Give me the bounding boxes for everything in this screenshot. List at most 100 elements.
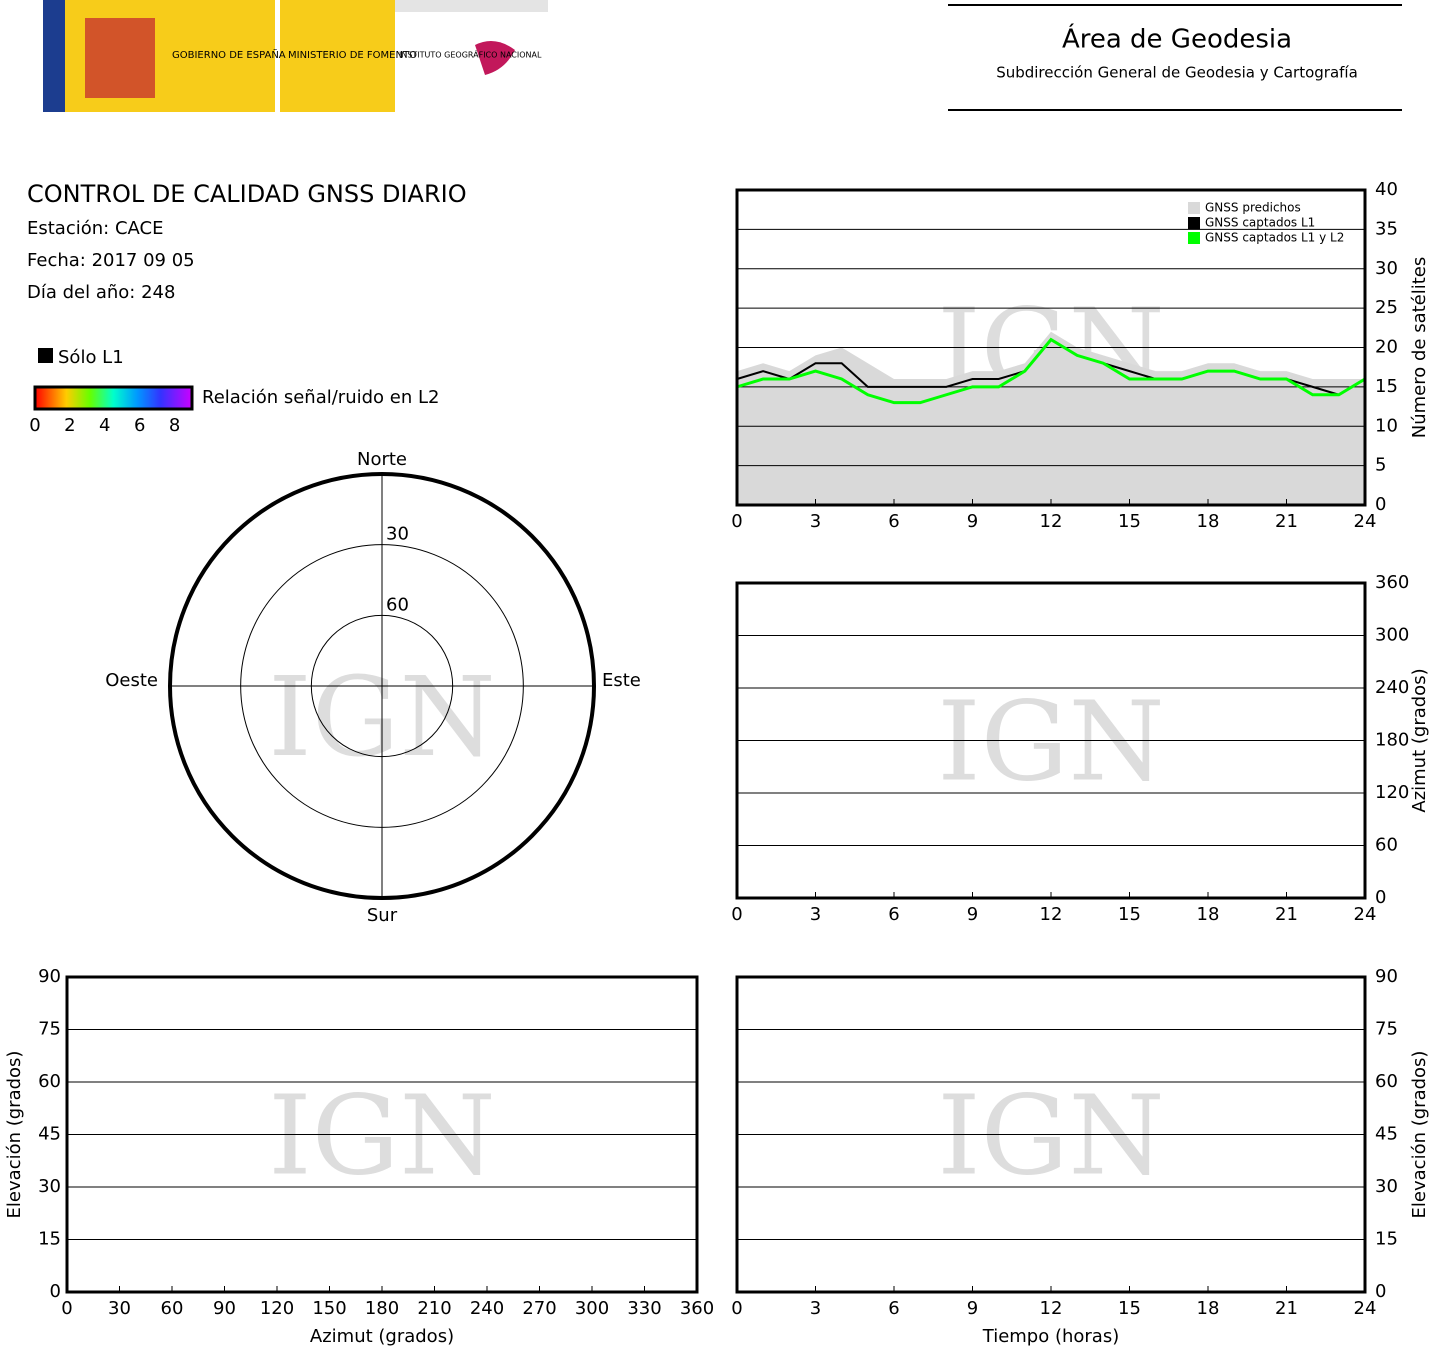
legend-swatch	[1188, 217, 1200, 229]
x-tick-label: 15	[1118, 511, 1141, 532]
x-tick-label: 12	[1040, 1298, 1063, 1319]
x-tick-label: 360	[680, 1298, 714, 1319]
x-tick-label: 0	[61, 1298, 72, 1319]
y-tick-label: 0	[1375, 1281, 1386, 1302]
report-title: CONTROL DE CALIDAD GNSS DIARIO	[27, 180, 467, 208]
colorbar-tick-label: 4	[99, 415, 110, 436]
y-tick-label: 75	[1375, 1019, 1398, 1040]
x-tick-label: 90	[213, 1298, 236, 1319]
y-tick-label: 45	[1375, 1124, 1398, 1145]
x-axis-label: Azimut (grados)	[310, 1326, 454, 1347]
legend-label: GNSS captados L1 y L2	[1205, 231, 1344, 245]
y-tick-label: 120	[1375, 782, 1409, 803]
x-tick-label: 18	[1197, 1298, 1220, 1319]
x-tick-label: 6	[888, 511, 899, 532]
x-tick-label: 15	[1118, 904, 1141, 925]
x-tick-label: 15	[1118, 1298, 1141, 1319]
y-tick-label: 30	[1375, 1176, 1398, 1197]
direction-label: Sur	[367, 905, 398, 926]
y-tick-label: 240	[1375, 677, 1409, 698]
colorbar-tick-label: 6	[134, 415, 145, 436]
direction-label: Oeste	[105, 670, 158, 691]
info: Estación: CACE	[27, 218, 163, 239]
x-tick-label: 270	[522, 1298, 556, 1319]
x-tick-label: 240	[470, 1298, 504, 1319]
ring-label: 30	[386, 524, 409, 545]
y-tick-label: 0	[1375, 887, 1386, 908]
x-tick-label: 3	[810, 1298, 821, 1319]
colorbar-tick-label: 8	[169, 415, 180, 436]
y-tick-label: 0	[1375, 494, 1386, 515]
y-axis-label: Azimut (grados)	[1409, 668, 1430, 812]
y-tick-label: 75	[38, 1019, 61, 1040]
x-tick-label: 21	[1275, 511, 1298, 532]
y-tick-label: 5	[1375, 455, 1386, 476]
x-tick-label: 3	[810, 511, 821, 532]
x-tick-label: 0	[731, 904, 742, 925]
org-text: MINISTERIO DE FOMENTO	[288, 50, 417, 61]
x-tick-label: 9	[967, 511, 978, 532]
l1-swatch	[38, 348, 53, 363]
y-tick-label: 60	[1375, 835, 1398, 856]
y-tick-label: 15	[1375, 1229, 1398, 1250]
org-text: GOBIERNO DE ESPAÑA	[172, 48, 286, 61]
frame	[65, 975, 699, 1294]
series-line	[736, 337, 1366, 405]
y-tick-label: 25	[1375, 297, 1398, 318]
y-tick-label: 10	[1375, 415, 1398, 436]
ring-label: 60	[386, 594, 409, 615]
x-tick-label: 12	[1040, 511, 1063, 532]
x-tick-label: 24	[1354, 511, 1377, 532]
x-tick-label: 150	[312, 1298, 346, 1319]
x-tick-label: 24	[1354, 1298, 1377, 1319]
x-tick-label: 12	[1040, 904, 1063, 925]
direction-label: Norte	[357, 449, 407, 470]
y-tick-label: 0	[50, 1281, 61, 1302]
y-tick-label: 60	[1375, 1071, 1398, 1092]
colorbar-tick-label: 0	[29, 415, 40, 436]
y-axis-label: Elevación (grados)	[1409, 1051, 1430, 1219]
y-tick-label: 90	[1375, 966, 1398, 987]
legend-swatch	[1188, 202, 1200, 214]
org-text: INSTITUTO GEOGRÁFICO NACIONAL	[399, 49, 542, 60]
frame	[735, 975, 1367, 1294]
x-tick-label: 210	[417, 1298, 451, 1319]
y-tick-label: 90	[38, 966, 61, 987]
frame	[735, 581, 1367, 900]
x-tick-label: 0	[731, 511, 742, 532]
frame	[168, 472, 596, 900]
x-tick-label: 24	[1354, 904, 1377, 925]
x-tick-label: 9	[967, 904, 978, 925]
logo	[43, 0, 548, 112]
x-tick-label: 120	[260, 1298, 294, 1319]
y-tick-label: 60	[38, 1071, 61, 1092]
x-tick-label: 21	[1275, 904, 1298, 925]
watermark: IGN	[937, 1071, 1165, 1199]
colorbar	[33, 385, 194, 411]
y-tick-label: 180	[1375, 730, 1409, 751]
direction-label: Este	[602, 670, 641, 691]
info: Día del año: 248	[27, 282, 175, 303]
x-tick-label: 6	[888, 1298, 899, 1319]
y-tick-label: 300	[1375, 625, 1409, 646]
x-tick-label: 60	[161, 1298, 184, 1319]
x-tick-label: 21	[1275, 1298, 1298, 1319]
y-tick-label: 20	[1375, 337, 1398, 358]
header-title: Área de Geodesia	[1062, 23, 1292, 55]
x-tick-label: 18	[1197, 904, 1220, 925]
legend-swatch	[1188, 232, 1200, 244]
x-tick-label: 3	[810, 904, 821, 925]
x-tick-label: 18	[1197, 511, 1220, 532]
y-tick-label: 30	[38, 1176, 61, 1197]
y-tick-label: 360	[1375, 572, 1409, 593]
legend-text: Sólo L1	[58, 347, 124, 368]
y-axis-label: Número de satélites	[1409, 257, 1430, 439]
colorbar-label: Relación señal/ruido en L2	[202, 387, 439, 408]
y-tick-label: 15	[1375, 376, 1398, 397]
y-axis-label: Elevación (grados)	[4, 1051, 25, 1219]
info: Fecha: 2017 09 05	[27, 250, 195, 271]
x-tick-label: 180	[365, 1298, 399, 1319]
x-tick-label: 330	[627, 1298, 661, 1319]
legend-label: GNSS captados L1	[1205, 216, 1315, 230]
